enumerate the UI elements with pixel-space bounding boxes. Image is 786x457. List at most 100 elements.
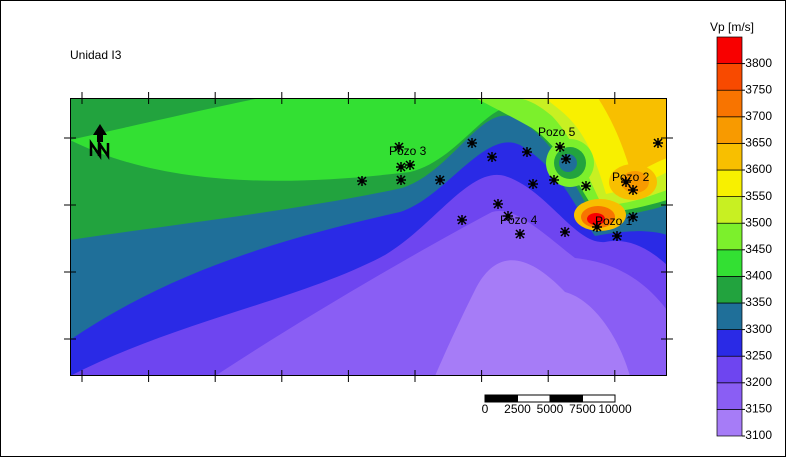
contour-region — [598, 98, 667, 176]
colorbar-swatch — [716, 382, 743, 410]
well-label: Pozo 5 — [538, 125, 576, 139]
well-marker — [357, 176, 367, 186]
colorbar-tick-label: 3300 — [745, 322, 772, 336]
colorbar-tick-label: 3400 — [745, 269, 772, 283]
well-dot — [564, 157, 568, 161]
well-marker — [522, 147, 532, 157]
contour-region — [587, 213, 605, 225]
well-dot — [399, 178, 403, 182]
scale-label: 0 — [482, 402, 489, 416]
well-marker — [592, 222, 602, 232]
colorbar-tick-label: 3800 — [745, 56, 772, 70]
scale-label: 10000 — [598, 402, 632, 416]
wells: Pozo 3 Pozo 5 Pozo 2 Pozo 4 Pozo 1 — [357, 125, 663, 241]
well-marker — [555, 142, 565, 152]
colorbar-swatch — [716, 302, 743, 330]
scale-label: 7500 — [569, 402, 596, 416]
well-marker — [628, 185, 638, 195]
well-dot — [438, 178, 442, 182]
colorbar-swatch — [716, 196, 743, 224]
colorbar-swatch — [716, 143, 743, 171]
well-dot — [397, 145, 401, 149]
well-dot — [584, 184, 588, 188]
colorbar: 3100 3150 3200 3250 3300 3350 3400 3450 3500 3550… — [716, 36, 772, 442]
well-marker — [560, 227, 570, 237]
well-dot — [631, 215, 635, 219]
well-dot — [631, 188, 635, 192]
well-label: Pozo 1 — [595, 214, 633, 228]
colorbar-label: Vp [m/s] — [710, 20, 754, 34]
contour-region — [70, 98, 667, 208]
well-dot — [496, 202, 500, 206]
well-marker — [653, 138, 663, 148]
colorbar-tick-label: 3200 — [745, 375, 772, 389]
colorbar-swatch — [716, 116, 743, 144]
well-dot — [552, 178, 556, 182]
well-dot — [360, 179, 364, 183]
map-title: Unidad I3 — [70, 48, 122, 62]
colorbar-tick-label: 3650 — [745, 136, 772, 150]
colorbar-tick-label: 3600 — [745, 162, 772, 176]
well-dot — [624, 180, 628, 184]
well-marker — [549, 175, 559, 185]
well-dot — [525, 150, 529, 154]
well-label: Pozo 2 — [612, 170, 650, 184]
colorbar-tick-label: 3150 — [745, 402, 772, 416]
well-dot — [518, 232, 522, 236]
north-arrow — [89, 124, 110, 161]
colorbar-tick-label: 3500 — [745, 215, 772, 229]
colorbar-tick-label: 3250 — [745, 348, 772, 362]
well-marker — [621, 177, 631, 187]
scale-label: 2500 — [504, 402, 531, 416]
scale-label: 5000 — [537, 402, 564, 416]
scale-bar — [484, 394, 616, 403]
colorbar-swatch — [716, 249, 743, 277]
well-dot — [558, 145, 562, 149]
well-dot — [490, 155, 494, 159]
colorbar-tick-label: 3350 — [745, 295, 772, 309]
well-dot — [531, 182, 535, 186]
colorbar-swatch — [716, 89, 743, 118]
colorbar-tick-label: 3450 — [745, 242, 772, 256]
colorbar-tick-label: 3700 — [745, 109, 772, 123]
colorbar-swatch — [716, 276, 743, 304]
well-dot — [408, 163, 412, 167]
well-marker — [503, 211, 513, 221]
well-marker — [628, 212, 638, 222]
well-marker — [493, 199, 503, 209]
contour-region — [621, 171, 649, 193]
well-dot — [399, 165, 403, 169]
map-frame — [70, 98, 667, 376]
colorbar-swatch — [716, 169, 743, 197]
well-marker — [561, 154, 571, 164]
well-marker — [435, 175, 445, 185]
contour-map — [70, 98, 667, 376]
well-marker — [581, 181, 591, 191]
well-dot — [460, 218, 464, 222]
colorbar-swatch — [716, 329, 743, 357]
colorbar-swatch — [716, 36, 743, 64]
well-marker — [515, 229, 525, 239]
well-marker — [396, 175, 406, 185]
well-dot — [563, 230, 567, 234]
colorbar-tick-label: 3550 — [745, 189, 772, 203]
colorbar-swatch — [716, 355, 743, 384]
well-marker — [467, 138, 477, 148]
colorbar-tick-label: 3100 — [745, 428, 772, 442]
colorbar-swatch — [716, 222, 743, 251]
well-marker — [487, 152, 497, 162]
well-marker — [394, 142, 404, 152]
well-marker — [405, 160, 415, 170]
well-marker — [457, 215, 467, 225]
well-dot — [595, 225, 599, 229]
well-marker — [612, 231, 622, 241]
colorbar-tick-label: 3750 — [745, 82, 772, 96]
well-marker — [528, 179, 538, 189]
well-dot — [470, 141, 474, 145]
well-dot — [615, 234, 619, 238]
colorbar-swatch — [716, 409, 743, 437]
well-marker — [396, 162, 406, 172]
colorbar-swatch — [716, 63, 743, 91]
frame-ticks — [64, 92, 673, 382]
well-label: Pozo 4 — [500, 213, 538, 227]
